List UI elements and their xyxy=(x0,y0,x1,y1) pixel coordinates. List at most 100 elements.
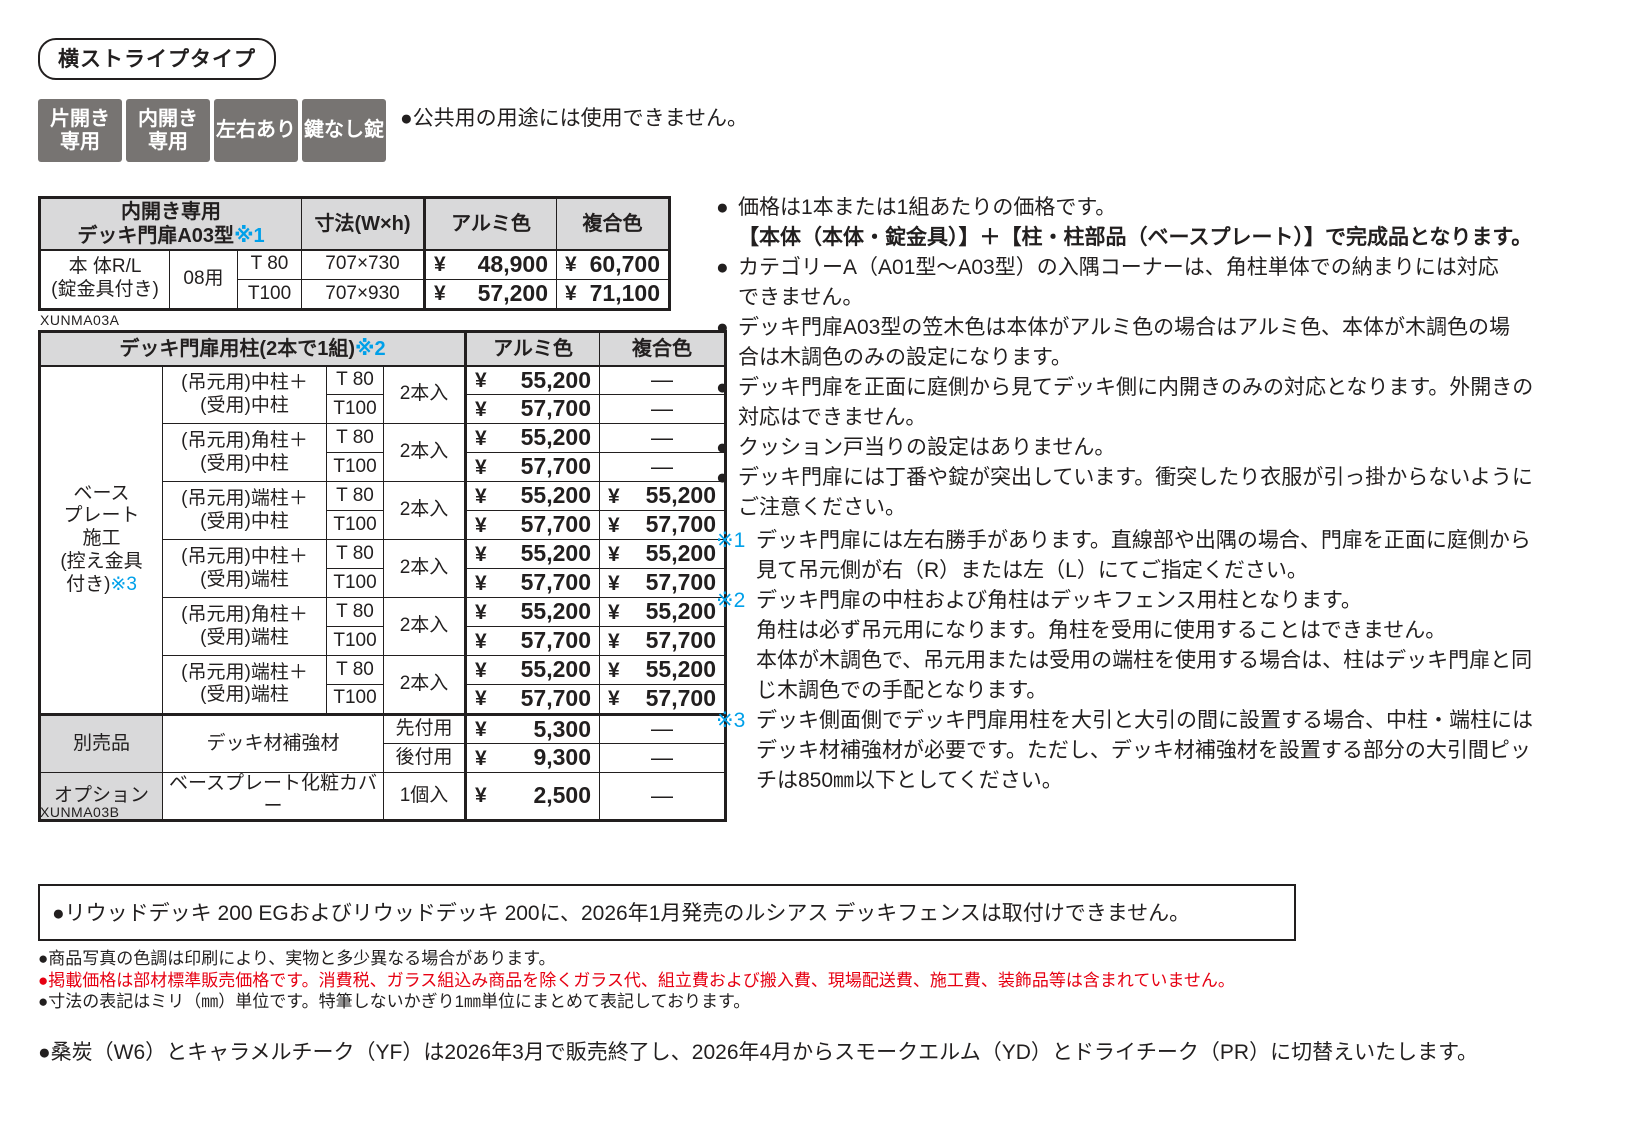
post-combo-cell: (吊元用)中柱＋ (受用)中柱 xyxy=(162,364,327,425)
product-code-a: XUNMA03A xyxy=(40,312,120,328)
yen-symbol: ¥ xyxy=(475,784,487,808)
note-bullet: ● デッキ門扉には丁番や錠が突出しています。衝突したり衣服が引っ掛からないように… xyxy=(716,463,1576,523)
price-cell: ¥57,700 xyxy=(464,452,600,483)
feature-badges: 片開き 専用 内開き 専用 左右あり 鍵なし錠 xyxy=(38,99,386,162)
table-row: T100 ¥57,700 ¥57,700 xyxy=(40,568,726,599)
price-cell: ¥60,700 xyxy=(556,249,670,280)
yen-symbol: ¥ xyxy=(475,717,487,741)
bullet-icon: ● xyxy=(716,196,729,219)
table1-alumi-header: アルミ色 xyxy=(423,197,557,251)
fine-note: ●商品写真の色調は印刷により、実物と多少異なる場合があります。 xyxy=(38,949,556,968)
height-cell: T 80 xyxy=(326,539,384,570)
body-row-sub: 08用 xyxy=(169,249,238,310)
compatibility-note-box: ●リウッドデッキ 200 EGおよびリウッドデッキ 200に、2026年1月発売… xyxy=(38,884,1296,941)
qty-cell: 2本入 xyxy=(383,655,466,715)
badge-left-right: 左右あり xyxy=(214,99,298,162)
ref-mark-1: ※1 xyxy=(234,224,265,247)
fine-note: ●寸法の表記はミリ（㎜）単位です。特筆しないかぎり1㎜単位にまとめて表記しており… xyxy=(38,992,751,1011)
gate-body-price-table: 内開き専用 デッキ門扉A03型※1 寸法(W×h) アルミ色 複合色 本 体R/… xyxy=(38,196,671,311)
yen-symbol: ¥ xyxy=(608,658,620,682)
height-cell: T100 xyxy=(237,279,302,310)
price-cell: ¥5,300 xyxy=(464,712,600,745)
yen-symbol: ¥ xyxy=(565,282,577,306)
bullet-icon: ● xyxy=(716,436,729,459)
table-row: T100 ¥57,700 ¥57,700 xyxy=(40,510,726,541)
note-bullet: ● クッション戸当りの設定はありません。 xyxy=(716,433,1576,463)
note-line: クッション戸当りの設定はありません。 xyxy=(738,436,1116,459)
yen-symbol: ¥ xyxy=(608,542,620,566)
note-bullet: ● 価格は1本または1組あたりの価格です。 【本体（本体・錠金具）】＋【柱・柱部… xyxy=(716,193,1576,253)
height-cell: T100 xyxy=(326,626,384,657)
height-cell: T100 xyxy=(326,568,384,599)
qty-cell: 2本入 xyxy=(383,539,466,599)
no-price-cell: — xyxy=(599,423,726,454)
yen-symbol: ¥ xyxy=(475,513,487,537)
price-cell: ¥55,200 xyxy=(599,481,726,512)
note-bullet: ● カテゴリーA（A01型～A03型）の入隅コーナーは、角柱単体での納まりには対… xyxy=(716,253,1576,313)
ref-mark-3: ※3 xyxy=(110,573,137,595)
no-price-cell: — xyxy=(599,452,726,483)
qty-cell: 2本入 xyxy=(383,597,466,657)
ref-note-2: ※2 デッキ門扉の中柱および角柱はデッキフェンス用柱となります。 角柱は必ず吊元… xyxy=(716,586,1576,706)
table2-alumi-header: アルミ色 xyxy=(464,331,600,367)
note-line: デッキ門扉には丁番や錠が突出しています。衝突したり衣服が引っ掛からないように ご… xyxy=(738,466,1533,519)
price-cell: ¥57,200 xyxy=(423,279,557,310)
bullet-icon: ● xyxy=(716,256,729,279)
price-cell: ¥57,700 xyxy=(464,626,600,657)
post-combo-cell: (吊元用)端柱＋ (受用)端柱 xyxy=(162,655,327,715)
ref-mark-3: ※3 xyxy=(716,709,746,732)
price-cell: ¥48,900 xyxy=(423,249,557,280)
public-use-note: ●公共用の用途には使用できません。 xyxy=(400,107,749,130)
no-price-cell: — xyxy=(599,712,726,745)
yen-symbol: ¥ xyxy=(475,571,487,595)
badge-single-swing: 片開き 専用 xyxy=(38,99,122,162)
price-cell: ¥55,200 xyxy=(464,423,600,454)
yen-symbol: ¥ xyxy=(475,455,487,479)
table-row: T100 ¥57,700 — xyxy=(40,394,726,425)
gate-post-price-table: デッキ門扉用柱(2本で1組)※2 アルミ色 複合色 ベース プレート 施工 (控… xyxy=(38,330,727,822)
note-line: カテゴリーA（A01型～A03型）の入隅コーナーは、角柱単体での納まりには対応 … xyxy=(738,256,1499,309)
option-label-cell: オプション xyxy=(39,772,163,821)
height-cell: T 80 xyxy=(326,655,384,686)
yen-symbol: ¥ xyxy=(475,600,487,624)
ref-mark-2: ※2 xyxy=(355,337,386,360)
price-cell: ¥57,700 xyxy=(464,510,600,541)
price-cell: ¥55,200 xyxy=(464,539,600,570)
height-cell: T 80 xyxy=(326,423,384,454)
post-combo-cell: (吊元用)中柱＋ (受用)端柱 xyxy=(162,539,327,599)
qty-cell: 2本入 xyxy=(383,364,466,425)
color-change-note: ●桑炭（W6）とキャラメルチーク（YF）は2026年3月で販売終了し、2026年… xyxy=(38,1041,1478,1064)
price-cell: ¥55,200 xyxy=(464,364,600,396)
install-type-cell: 後付用 xyxy=(383,743,466,774)
price-cell: ¥57,700 xyxy=(464,568,600,599)
ref-mark-1: ※1 xyxy=(716,529,746,552)
bullet-icon: ● xyxy=(716,316,729,339)
price-cell: ¥57,700 xyxy=(464,684,600,715)
yen-symbol: ¥ xyxy=(608,600,620,624)
price-cell: ¥57,700 xyxy=(599,568,726,599)
table-row: T100 ¥57,700 ¥57,700 xyxy=(40,626,726,657)
baseplate-row-label: ベース プレート 施工 (控え金具 付き)※3 xyxy=(39,365,163,715)
price-cell: ¥9,300 xyxy=(464,743,600,774)
note-line: デッキ門扉を正面に庭側から見てデッキ側に内開きのみの対応となります。外開きの 対… xyxy=(738,376,1534,429)
product-code-b: XUNMA03B xyxy=(40,804,120,820)
price-cell: ¥55,200 xyxy=(599,539,726,570)
table2-composite-header: 複合色 xyxy=(599,331,726,367)
size-cell: 707×730 xyxy=(301,249,425,280)
ref-mark-2: ※2 xyxy=(716,589,746,612)
ref-note-1: ※1 デッキ門扉には左右勝手があります。直線部や出隅の場合、門扉を正面に庭側から… xyxy=(716,526,1576,586)
ref-note-3: ※3 デッキ側面側でデッキ門扉用柱を大引と大引の間に設置する場合、中柱・端柱には… xyxy=(716,706,1576,796)
yen-symbol: ¥ xyxy=(475,542,487,566)
price-cell: ¥2,500 xyxy=(464,772,600,821)
height-cell: T 80 xyxy=(237,249,302,280)
height-cell: T100 xyxy=(326,510,384,541)
height-cell: T 80 xyxy=(326,364,384,396)
price-cell: ¥55,200 xyxy=(464,481,600,512)
table-row: (吊元用)中柱＋ (受用)端柱 T 80 2本入 ¥55,200 ¥55,200 xyxy=(40,539,726,599)
table-row: (吊元用)角柱＋ (受用)中柱 T 80 2本入 ¥55,200 — xyxy=(40,423,726,483)
height-cell: T100 xyxy=(326,684,384,715)
table-row: 後付用 ¥9,300 — xyxy=(40,743,726,774)
type-label: 横ストライプタイプ xyxy=(38,38,276,80)
yen-symbol: ¥ xyxy=(475,658,487,682)
notes-column: ● 価格は1本または1組あたりの価格です。 【本体（本体・錠金具）】＋【柱・柱部… xyxy=(716,193,1576,796)
